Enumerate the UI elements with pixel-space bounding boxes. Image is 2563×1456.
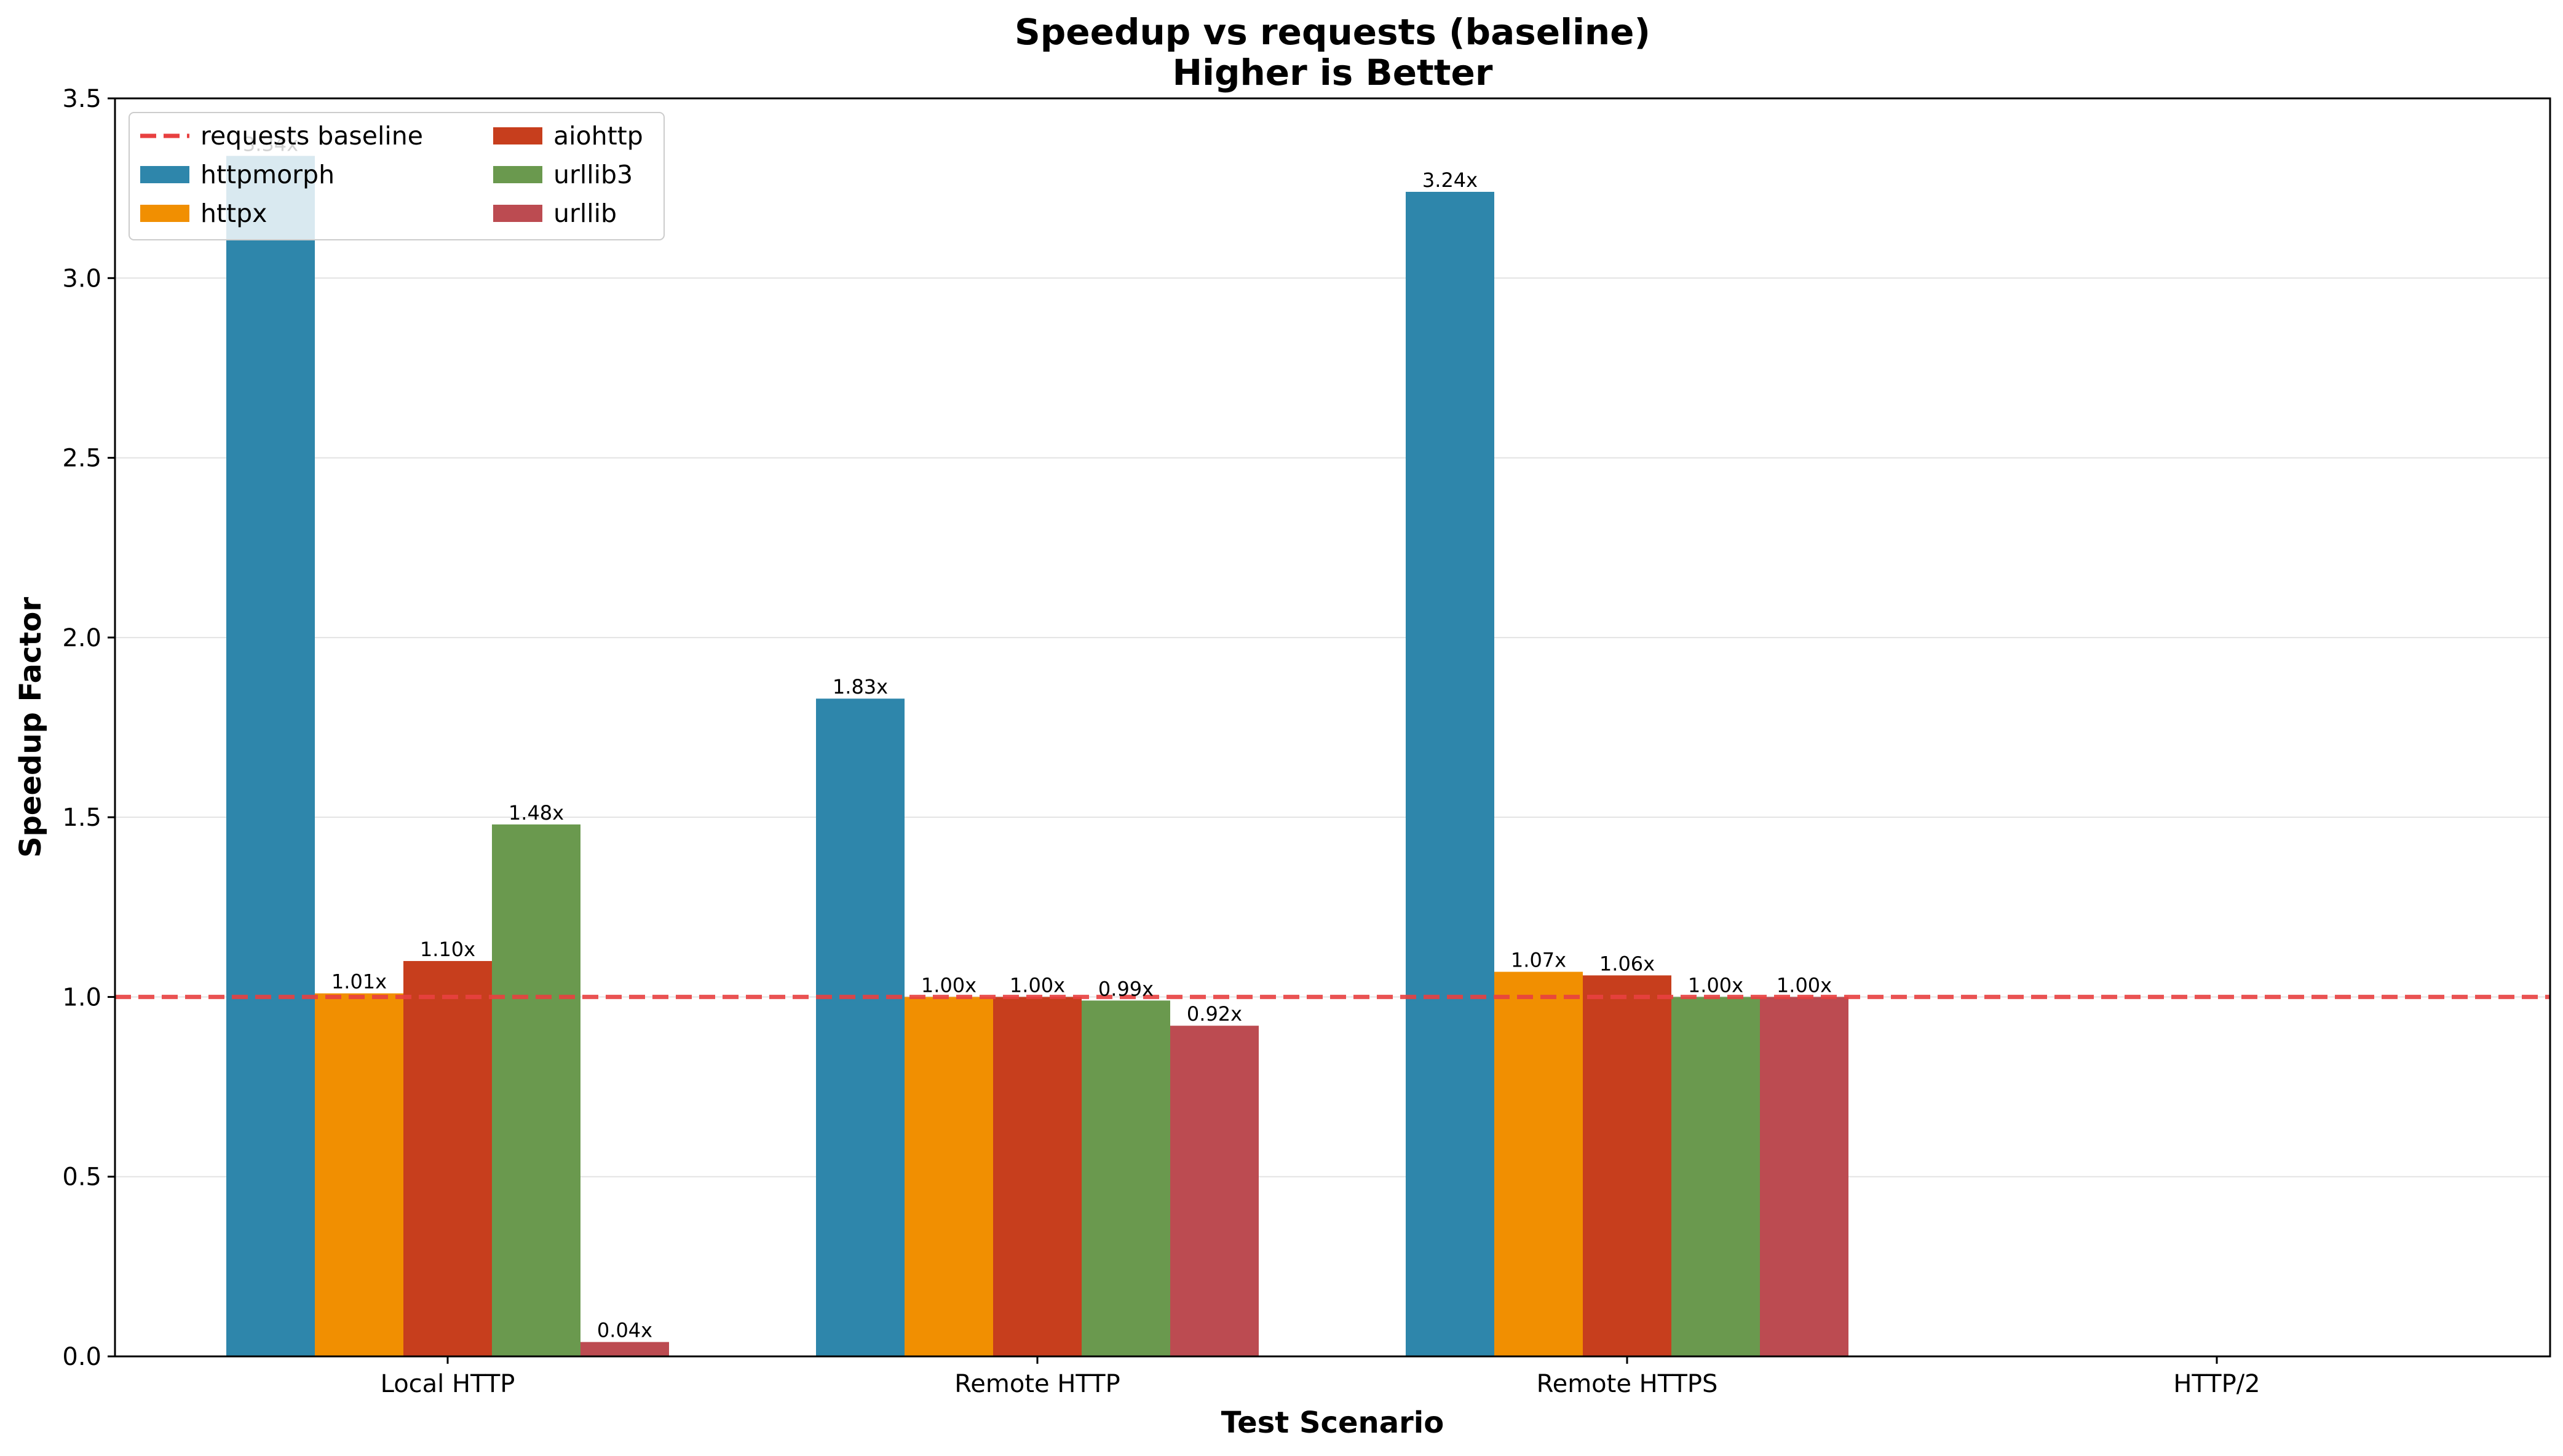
bar-httpx: [315, 993, 403, 1356]
data-label-urllib: 1.00x: [1777, 973, 1832, 997]
data-label-httpx: 1.00x: [921, 973, 976, 997]
y-tick-label: 1.0: [62, 983, 101, 1011]
bar-urllib3: [492, 824, 580, 1356]
bar-urllib3: [1671, 997, 1760, 1356]
data-label-aiohttp: 1.00x: [1010, 973, 1065, 997]
y-tick-label: 3.5: [62, 85, 101, 113]
data-label-httpmorph: 3.24x: [1422, 168, 1478, 192]
bar-httpx: [1494, 971, 1583, 1356]
x-axis-label: Test Scenario: [1221, 1406, 1444, 1440]
bar-httpx: [905, 997, 993, 1356]
data-label-httpmorph: 1.83x: [833, 675, 888, 698]
legend-swatch-urllib3: [493, 166, 542, 183]
y-axis-ticks: 0.0 0.5 1.0 1.5 2.0 2.5 3.0 3.5: [62, 85, 115, 1371]
y-tick-label: 2.5: [62, 445, 101, 473]
bar-httpmorph: [226, 156, 315, 1356]
data-label-urllib3: 1.48x: [509, 801, 564, 825]
legend-label: httpmorph: [200, 160, 335, 189]
bar-aiohttp: [403, 960, 492, 1356]
x-tick-label: Remote HTTP: [954, 1370, 1120, 1398]
x-tick-label: HTTP/2: [2173, 1370, 2260, 1398]
y-tick-label: 3.0: [62, 264, 101, 293]
legend-label: httpx: [200, 199, 267, 228]
data-label-httpx: 1.07x: [1511, 949, 1566, 972]
bars: [226, 156, 1848, 1357]
bar-aiohttp: [993, 997, 1082, 1356]
x-tick-label: Remote HTTPS: [1537, 1370, 1718, 1398]
plot-frame: [114, 97, 2551, 1358]
y-tick-label: 0.5: [62, 1163, 101, 1192]
legend-swatch-httpmorph: [140, 166, 189, 183]
data-label-aiohttp: 1.06x: [1599, 952, 1655, 975]
legend-swatch-aiohttp: [493, 127, 542, 144]
x-axis-ticks: Local HTTP Remote HTTP Remote HTTPS HTTP/2: [381, 1356, 2260, 1398]
legend: requests baseline httpmorph httpx aiohttp ur…: [129, 112, 665, 240]
chart-title: Speedup vs requests (baseline): [1015, 11, 1650, 53]
data-label-urllib3: 1.00x: [1688, 973, 1743, 997]
y-axis-label: Speedup Factor: [14, 597, 48, 858]
data-label-httpx: 1.01x: [331, 970, 387, 994]
x-tick-label: Local HTTP: [381, 1370, 515, 1398]
legend-label: aiohttp: [553, 121, 643, 151]
legend-label: urllib: [553, 199, 617, 228]
bar-urllib: [1170, 1026, 1259, 1356]
bar-aiohttp: [1583, 975, 1671, 1356]
data-label-urllib: 0.92x: [1187, 1002, 1242, 1026]
bar-httpmorph: [816, 698, 905, 1356]
data-label-urllib3: 0.99x: [1098, 977, 1154, 1000]
legend-swatch-httpx: [140, 205, 189, 222]
legend-label: urllib3: [553, 160, 633, 189]
chart-subtitle: Higher is Better: [1173, 52, 1493, 93]
bar-urllib: [1760, 997, 1848, 1356]
bar-httpmorph: [1406, 191, 1494, 1357]
data-label-urllib: 0.04x: [597, 1319, 652, 1342]
data-label-aiohttp: 1.10x: [420, 938, 475, 961]
bar-urllib: [580, 1342, 669, 1356]
y-tick-label: 0.0: [62, 1343, 101, 1371]
y-tick-label: 2.0: [62, 624, 101, 652]
legend-swatch-urllib: [493, 205, 542, 222]
legend-label: requests baseline: [200, 121, 423, 151]
y-tick-label: 1.5: [62, 804, 101, 832]
bar-urllib3: [1082, 1000, 1170, 1356]
